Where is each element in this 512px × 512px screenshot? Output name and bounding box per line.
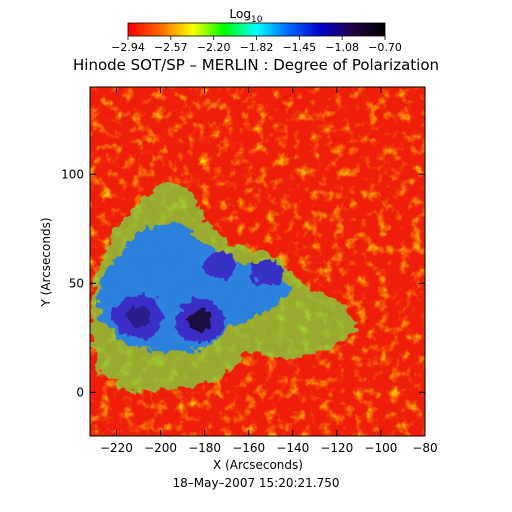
colorbar-label: Log10 — [230, 7, 263, 25]
colorbar-tick-label: −1.45 — [282, 41, 316, 54]
x-tick-label: −220 — [100, 441, 133, 455]
x-tick-label: −200 — [144, 441, 177, 455]
sunspot-umbra-1 — [126, 305, 151, 328]
y-tick-label: 0 — [76, 385, 84, 399]
pore-2 — [258, 265, 275, 280]
x-tick-label: −100 — [364, 441, 397, 455]
x-tick-label: −160 — [232, 441, 265, 455]
x-axis-label: X (Arcseconds) — [213, 458, 303, 472]
y-tick-label: 50 — [69, 276, 84, 290]
colorbar-ticks: −2.94 −2.57 −2.20 −1.82 −1.45 −1.08 −0.70 — [111, 36, 402, 54]
y-axis-label: Y (Arcseconds) — [39, 217, 53, 307]
colorbar-label-sub: 10 — [251, 15, 263, 25]
colorbar-gradient — [127, 22, 386, 37]
chart-title: Hinode SOT/SP – MERLIN : Degree of Polar… — [73, 56, 439, 74]
date-footer: 18–May–2007 15:20:21.750 — [172, 476, 339, 490]
plot-frame — [89, 86, 426, 437]
colorbar-tick-label: −2.57 — [154, 41, 188, 54]
x-axis-ticks: −220 −200 −180 −160 −140 −120 −100 −80 — [100, 87, 438, 455]
colorbar-tick-label: −1.08 — [325, 41, 359, 54]
active-region — [90, 180, 359, 393]
x-tick-label: −80 — [412, 441, 437, 455]
x-tick-label: −140 — [276, 441, 309, 455]
colorbar: Log10 −2.94 −2.57 −2.20 −1.82 −1.45 −1.08 −0.7… — [111, 7, 402, 54]
heatmap-image — [90, 87, 425, 436]
colorbar-tick-label: −0.70 — [368, 41, 402, 54]
x-tick-label: −180 — [188, 441, 221, 455]
colorbar-label-main: Log — [230, 7, 251, 21]
x-tick-label: −120 — [320, 441, 353, 455]
colorbar-tick-label: −1.82 — [240, 41, 274, 54]
colorbar-tick-label: −2.94 — [111, 41, 145, 54]
sunspot-umbra-2 — [188, 309, 213, 332]
colorbar-tick-label: −2.20 — [197, 41, 231, 54]
pore-1 — [212, 258, 229, 273]
y-tick-label: 100 — [61, 167, 84, 181]
y-axis-ticks: 0 50 100 — [61, 167, 425, 399]
